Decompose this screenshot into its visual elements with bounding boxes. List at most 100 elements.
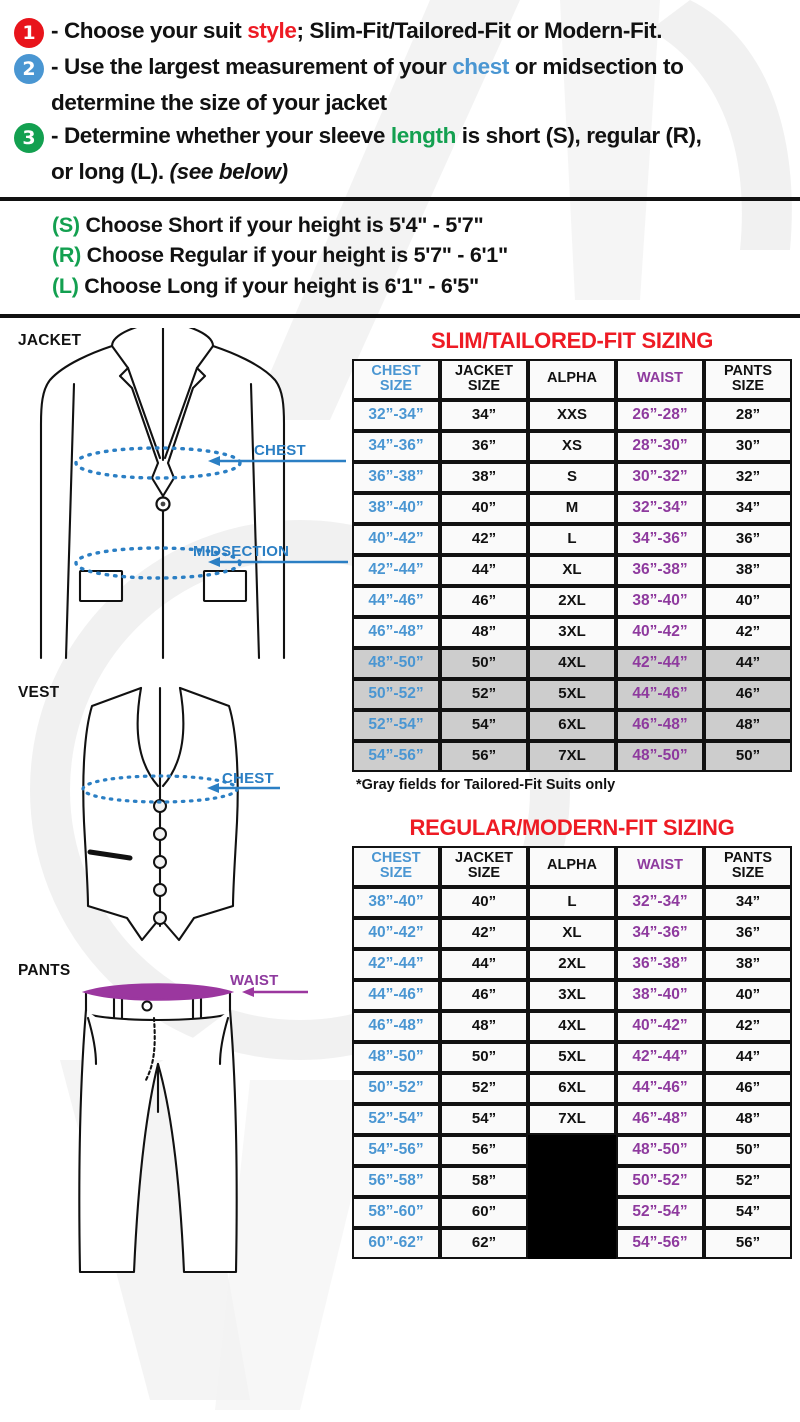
cell-alpha-empty: [528, 1227, 616, 1259]
table-1-col-alpha: ALPHA: [528, 358, 616, 400]
regular-modern-fit-table: CHEST SIZE JACKET SIZE ALPHA WAIST PANTS SI…: [352, 845, 792, 1259]
instruction-seg-1-2: ; Slim-Fit/Tailored-Fit or Modern-Fit.: [296, 18, 663, 43]
cell-alpha: L: [528, 523, 616, 555]
cell-chest: 40”-42”: [352, 917, 440, 949]
instruction-seg-1-1: style: [247, 18, 297, 43]
cell-alpha: 6XL: [528, 1072, 616, 1104]
cell-pants: 48”: [704, 1103, 792, 1135]
cell-waist: 48”-50”: [616, 1134, 704, 1166]
cell-waist: 36”-38”: [616, 554, 704, 586]
cell-waist: 46”-48”: [616, 1103, 704, 1135]
cell-alpha: 7XL: [528, 740, 616, 772]
slim-tailored-fit-table: CHEST SIZE JACKET SIZE ALPHA WAIST PANTS SI…: [352, 358, 792, 772]
table-row: 46”-48” 48” 3XL 40”-42” 42”: [352, 616, 792, 648]
cell-chest: 42”-44”: [352, 554, 440, 586]
cell-waist: 50”-52”: [616, 1165, 704, 1197]
cell-waist: 28”-30”: [616, 430, 704, 462]
cell-jacket: 58”: [440, 1165, 528, 1197]
cell-alpha: 6XL: [528, 709, 616, 741]
cell-chest: 38”-40”: [352, 492, 440, 524]
instruction-continuation-3-text: or long (L).: [51, 159, 164, 185]
cell-alpha: L: [528, 886, 616, 918]
table-row: 34”-36” 36” XS 28”-30” 30”: [352, 430, 792, 462]
table-row: 60”-62” 62” 54”-56” 56”: [352, 1227, 792, 1259]
cell-jacket: 44”: [440, 948, 528, 980]
cell-chest: 40”-42”: [352, 523, 440, 555]
cell-waist: 54”-56”: [616, 1227, 704, 1259]
table-2-col-chest: CHEST SIZE: [352, 845, 440, 887]
table-row: 38”-40” 40” M 32”-34” 34”: [352, 492, 792, 524]
jacket-figure: JACKET: [8, 320, 348, 678]
cell-jacket: 40”: [440, 492, 528, 524]
cell-jacket: 50”: [440, 1041, 528, 1073]
table-row: 40”-42” 42” L 34”-36” 36”: [352, 523, 792, 555]
height-row-long: (L) Choose Long if your height is 6'1" -…: [52, 271, 800, 302]
cell-waist: 42”-44”: [616, 647, 704, 679]
cell-pants: 42”: [704, 1010, 792, 1042]
jacket-callout-chest: CHEST: [254, 441, 306, 459]
cell-chest: 58”-60”: [352, 1196, 440, 1228]
table-1-col-pants: PANTS SIZE: [704, 358, 792, 400]
cell-alpha: 3XL: [528, 616, 616, 648]
jacket-illustration: [39, 320, 348, 659]
table-row: 44”-46” 46” 3XL 38”-40” 40”: [352, 979, 792, 1011]
cell-chest: 52”-54”: [352, 1103, 440, 1135]
cell-chest: 48”-50”: [352, 647, 440, 679]
vest-callout-chest: CHEST: [222, 769, 274, 787]
waist-measure-band: [81, 982, 235, 1001]
cell-waist: 34”-36”: [616, 917, 704, 949]
cell-jacket: 50”: [440, 647, 528, 679]
cell-jacket: 54”: [440, 1103, 528, 1135]
cell-waist: 40”-42”: [616, 1010, 704, 1042]
chest-measure-ellipse: [74, 446, 242, 480]
cell-alpha: 5XL: [528, 1041, 616, 1073]
gray-fields-note: *Gray fields for Tailored-Fit Suits only: [356, 776, 616, 793]
height-text-regular: Choose Regular if your height is 5'7" - …: [86, 243, 509, 268]
cell-pants: 40”: [704, 585, 792, 617]
step-number-badge-3: 3: [14, 123, 44, 154]
table-row: 52”-54” 54” 6XL 46”-48” 48”: [352, 709, 792, 741]
table-2-col-waist: WAIST: [616, 845, 704, 887]
cell-chest: 60”-62”: [352, 1227, 440, 1259]
cell-pants: 38”: [704, 554, 792, 586]
cell-pants: 36”: [704, 523, 792, 555]
table-1-col-chest: CHEST SIZE: [352, 358, 440, 400]
step-number-badge-2: 2: [14, 54, 44, 84]
cell-chest: 56”-58”: [352, 1165, 440, 1197]
cell-pants: 52”: [704, 1165, 792, 1197]
step-number-badge-1: 1: [14, 18, 44, 48]
regular-modern-fit-section: REGULAR/MODERN-FIT SIZING CHEST SIZE JACK…: [352, 815, 792, 1259]
cell-alpha: 7XL: [528, 1103, 616, 1135]
cell-alpha: 4XL: [528, 647, 616, 679]
cell-alpha: XL: [528, 554, 616, 586]
cell-jacket: 46”: [440, 585, 528, 617]
cell-alpha-empty: [528, 1196, 616, 1228]
cell-pants: 34”: [704, 886, 792, 918]
cell-pants: 48”: [704, 709, 792, 741]
cell-waist: 44”-46”: [616, 1072, 704, 1104]
cell-jacket: 52”: [440, 1072, 528, 1104]
table-row: 56”-58” 58” 50”-52” 52”: [352, 1165, 792, 1197]
garment-illustrations: JACKET: [8, 320, 348, 1282]
instruction-dash-1: -: [51, 18, 59, 43]
cell-jacket: 62”: [440, 1227, 528, 1259]
cell-jacket: 52”: [440, 678, 528, 710]
cell-waist: 48”-50”: [616, 740, 704, 772]
cell-alpha-empty: [528, 1165, 616, 1197]
instructions-list: 1 - Choose your suit style; Slim-Fit/Tai…: [0, 0, 800, 187]
cell-pants: 42”: [704, 616, 792, 648]
table-row: 36”-38” 38” S 30”-32” 32”: [352, 461, 792, 493]
cell-pants: 32”: [704, 461, 792, 493]
cell-pants: 44”: [704, 1041, 792, 1073]
instruction-continuation-3: or long (L). (see below): [14, 155, 786, 186]
table-1-col-waist: WAIST: [616, 358, 704, 400]
cell-alpha: 2XL: [528, 948, 616, 980]
table-2-col-alpha: ALPHA: [528, 845, 616, 887]
cell-jacket: 48”: [440, 616, 528, 648]
cell-chest: 32”-34”: [352, 399, 440, 431]
instruction-dash-3: -: [51, 123, 59, 149]
cell-chest: 54”-56”: [352, 1134, 440, 1166]
instruction-item-1: 1 - Choose your suit style; Slim-Fit/Tai…: [14, 14, 786, 48]
instruction-dash-2: -: [51, 54, 59, 79]
height-row-short: (S) Choose Short if your height is 5'4" …: [52, 210, 800, 241]
